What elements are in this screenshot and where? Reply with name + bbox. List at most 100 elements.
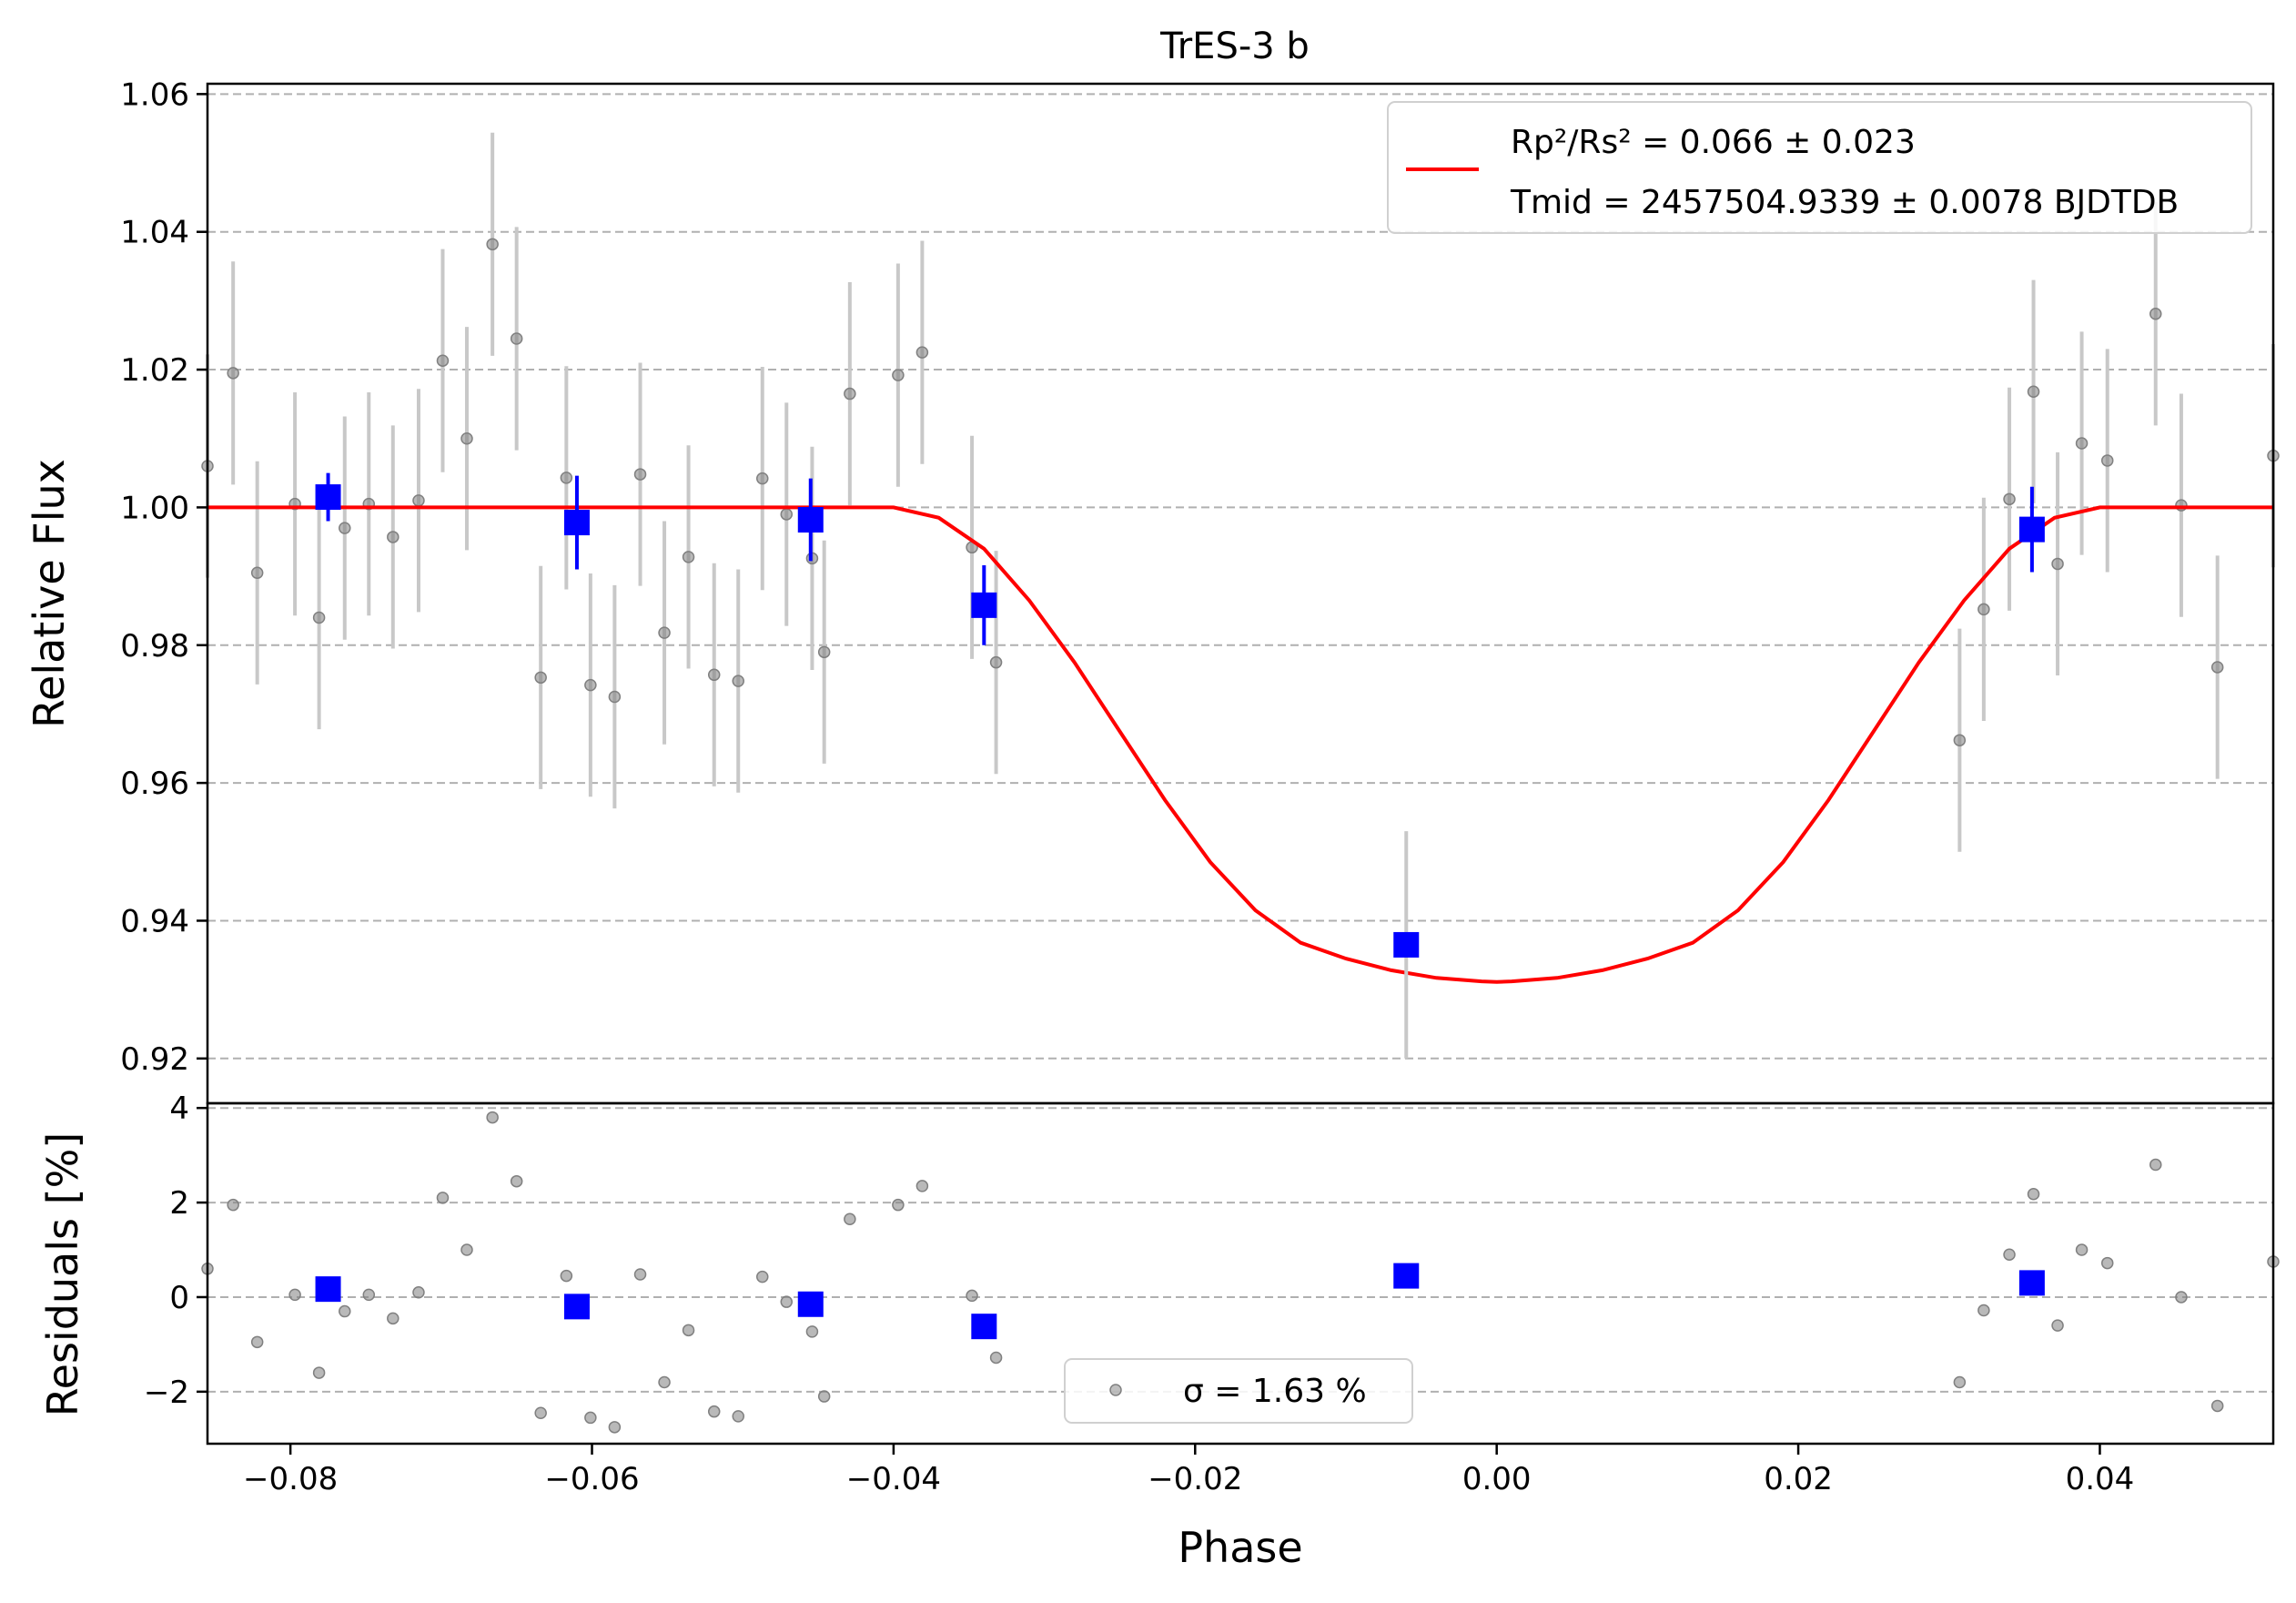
raw-flux-point (534, 671, 547, 685)
top-raw-points (201, 238, 2280, 746)
raw-residual-point (250, 1335, 264, 1349)
bottom-y-tick-label: −2 (144, 1375, 189, 1411)
chart-title: TrES-3 b (1159, 25, 1310, 67)
raw-residual-point (658, 1375, 671, 1389)
raw-flux-point (387, 531, 400, 543)
raw-residual-point (2003, 1248, 2016, 1261)
raw-residual-point (2027, 1187, 2040, 1201)
binned-flux-point (2018, 516, 2045, 543)
raw-residual-point (312, 1366, 326, 1379)
raw-flux-point (436, 354, 450, 367)
raw-flux-point (682, 551, 695, 563)
raw-residual-point (915, 1180, 929, 1192)
raw-residual-point (460, 1243, 473, 1256)
raw-residual-point (805, 1325, 819, 1338)
legend-box (1387, 101, 2252, 234)
top-y-tick-label: 0.94 (120, 903, 189, 939)
raw-residual-point (436, 1192, 450, 1204)
raw-flux-point (2003, 492, 2016, 506)
x-ticks: −0.08 −0.06 −0.04 −0.02 0.00 0.02 0.04 (243, 1444, 2134, 1497)
raw-flux-point (560, 472, 573, 484)
binned-residual-point (1393, 1263, 1420, 1289)
top-y-tick-label: 1.06 (120, 76, 189, 113)
transit-model-line (207, 505, 2273, 984)
raw-residual-point (510, 1174, 523, 1188)
top-y-ticks: 0.92 0.94 0.96 0.98 1.00 1.02 1.04 1.06 (120, 76, 207, 1078)
bottom-y-ticks: −2 0 2 4 (144, 1091, 207, 1411)
raw-flux-point (460, 431, 473, 445)
bottom-y-tick-label: 2 (169, 1185, 189, 1222)
top-y-tick-label: 1.04 (120, 215, 189, 251)
raw-residual-point (608, 1421, 622, 1434)
raw-residual-point (989, 1351, 1003, 1365)
x-tick-label: −0.04 (846, 1461, 941, 1497)
bottom-panel: −2 0 2 4 −0.08 −0.06 −0.04 −0.02 0.00 0.02 0.04 R… (38, 1091, 2280, 1572)
raw-flux-point (844, 387, 856, 401)
raw-residual-point (1977, 1304, 1990, 1317)
x-tick-label: −0.08 (243, 1461, 338, 1497)
raw-residual-point (2100, 1256, 2114, 1270)
top-binned-errorbars (326, 472, 2034, 1059)
binned-residual-point (797, 1291, 824, 1317)
raw-residual-point (2075, 1243, 2089, 1256)
raw-flux-point (2149, 308, 2162, 320)
bottom-y-tick-label: 4 (169, 1091, 189, 1127)
top-y-tick-label: 0.98 (120, 628, 189, 665)
raw-flux-point (412, 494, 425, 507)
raw-flux-point (2075, 437, 2089, 450)
bottom-y-axis-label: Residuals [%] (38, 1132, 87, 1416)
raw-flux-point (915, 346, 929, 359)
raw-residual-point (707, 1405, 721, 1418)
raw-residual-point (844, 1212, 856, 1226)
raw-flux-point (658, 626, 671, 639)
raw-flux-point (339, 522, 351, 534)
bottom-raw-residuals (201, 1111, 2280, 1434)
raw-flux-point (732, 675, 744, 687)
top-y-tick-label: 0.96 (120, 766, 189, 802)
raw-residual-point (892, 1198, 905, 1212)
x-tick-label: 0.02 (1764, 1461, 1833, 1497)
x-axis-label: Phase (1178, 1523, 1302, 1572)
raw-flux-point (989, 655, 1003, 669)
raw-flux-point (608, 690, 622, 704)
top-y-axis-label: Relative Flux (25, 459, 74, 728)
binned-flux-point (563, 510, 590, 536)
raw-flux-point (1953, 734, 1967, 746)
x-tick-label: 0.04 (2066, 1461, 2135, 1497)
binned-residual-point (971, 1314, 997, 1340)
binned-residual-point (563, 1294, 590, 1320)
bottom-axes-frame (206, 1101, 2275, 1446)
raw-flux-point (2210, 661, 2224, 674)
bottom-binned-residuals (315, 1263, 2045, 1340)
raw-flux-point (2027, 385, 2040, 399)
raw-residual-point (682, 1324, 695, 1337)
raw-flux-point (707, 668, 721, 682)
residual-legend: σ = 1.63 % (1064, 1358, 1413, 1424)
raw-residual-point (584, 1411, 597, 1425)
raw-residual-point (362, 1288, 376, 1302)
residual-legend-marker (1109, 1384, 1122, 1396)
raw-flux-point (2100, 454, 2114, 467)
raw-residual-point (1953, 1375, 1967, 1389)
raw-residual-point (227, 1198, 239, 1212)
raw-residual-point (486, 1111, 499, 1124)
binned-flux-point (971, 592, 997, 618)
legend-model-label: Rp²/Rs² = 0.066 ± 0.023 (1511, 124, 1916, 161)
raw-residual-point (756, 1270, 769, 1283)
raw-flux-point (250, 566, 264, 580)
raw-flux-point (817, 645, 831, 659)
binned-flux-point (315, 484, 341, 511)
raw-residual-point (288, 1288, 301, 1302)
x-tick-label: −0.06 (544, 1461, 639, 1497)
raw-residual-point (2149, 1158, 2162, 1172)
raw-flux-point (892, 369, 905, 381)
raw-flux-point (2051, 557, 2064, 571)
raw-flux-point (227, 367, 239, 380)
raw-residual-point (966, 1289, 978, 1303)
raw-residual-point (780, 1295, 794, 1308)
binned-flux-point (797, 507, 824, 533)
raw-residual-point (2175, 1291, 2188, 1304)
top-y-tick-label: 0.92 (120, 1041, 189, 1078)
raw-flux-point (780, 508, 794, 521)
